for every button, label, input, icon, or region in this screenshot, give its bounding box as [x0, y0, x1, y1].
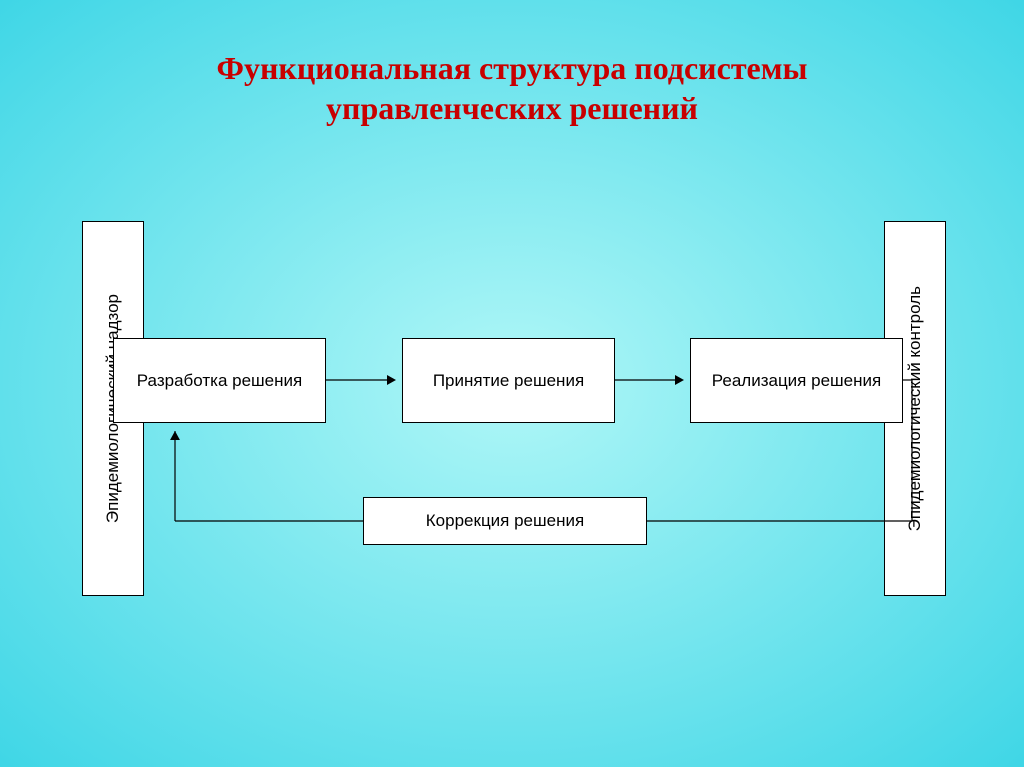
node-correction-label: Коррекция решения — [426, 511, 584, 531]
node-development-label: Разработка решения — [137, 371, 302, 391]
node-acceptance-label: Принятие решения — [433, 371, 584, 391]
node-correction: Коррекция решения — [363, 497, 647, 545]
node-implementation-label: Реализация решения — [712, 371, 881, 391]
node-epi-control-label: Эпидемиологический контроль — [905, 286, 925, 531]
node-acceptance: Принятие решения — [402, 338, 615, 423]
node-implementation: Реализация решения — [690, 338, 903, 423]
title-line1: Функциональная структура подсистемы — [216, 50, 807, 86]
title-line2: управленческих решений — [326, 90, 698, 126]
page-title: Функциональная структура подсистемы упра… — [0, 48, 1024, 128]
node-development: Разработка решения — [113, 338, 326, 423]
